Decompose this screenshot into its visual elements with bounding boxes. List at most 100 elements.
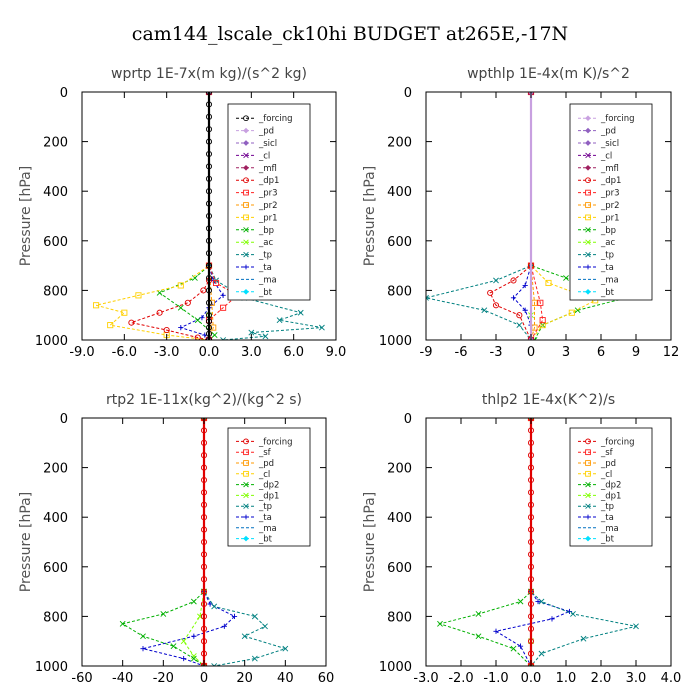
chart-panel-4: thlp2 1E-4x(K^2)/s Pressure [hPa] -3.0 -2.0… — [362, 392, 681, 686]
legend-label: _sicl — [258, 139, 277, 149]
legend-label: _ac — [600, 238, 615, 248]
y-tick-label: 1000 — [379, 660, 412, 675]
series-point — [262, 333, 269, 340]
x-tick-label: 3 — [562, 345, 570, 360]
series-point — [538, 598, 545, 605]
legend-marker — [585, 514, 591, 520]
series-point — [251, 613, 258, 620]
chart-panel-2: wpthlp 1E-4x(m K)/s^2 Pressure [hPa] -9 -6 -… — [362, 66, 679, 360]
legend-label: _cl — [600, 151, 612, 161]
x-tick-label: -40 — [112, 671, 133, 686]
y-tick-label: 200 — [43, 136, 68, 151]
series-point — [251, 655, 258, 662]
series-point — [528, 92, 534, 95]
x-tick-label: 3.0 — [241, 345, 262, 360]
series-point — [180, 638, 187, 645]
legend-label: _tp — [258, 251, 272, 261]
legend-marker — [243, 152, 249, 159]
legend-label: _pr3 — [258, 189, 278, 199]
series-point — [426, 294, 429, 301]
legend-marker — [585, 214, 591, 221]
y-tick-label: 0 — [404, 86, 412, 101]
y-axis-label: Pressure [hPa] — [18, 492, 34, 592]
series-point — [210, 324, 217, 331]
x-tick-label: -3.0 — [413, 671, 438, 686]
legend-marker — [243, 481, 249, 488]
legend-label: _ma — [600, 275, 619, 285]
series-point — [190, 655, 197, 662]
y-tick-label: 400 — [387, 185, 412, 200]
legend-label: _ta — [600, 263, 614, 273]
series-point — [178, 325, 184, 331]
x-tick-label: 3.0 — [626, 671, 647, 686]
x-tick-label: -6 — [455, 345, 468, 360]
y-tick-label: 600 — [43, 561, 68, 576]
legend-marker — [243, 503, 249, 509]
series-point — [163, 327, 170, 334]
legend-marker — [243, 460, 249, 466]
legend-label: _ma — [258, 524, 277, 534]
legend-marker — [585, 202, 591, 208]
legend-marker — [243, 140, 249, 146]
y-tick-label: 1000 — [35, 660, 68, 675]
y-tick-label: 800 — [43, 284, 68, 299]
series-line — [494, 418, 571, 666]
series-point — [528, 337, 534, 340]
y-axis-label: Pressure [hPa] — [362, 166, 378, 266]
x-tick-label: 9 — [632, 345, 640, 360]
legend-marker — [243, 288, 249, 295]
plot-frame — [425, 417, 672, 667]
legend-marker — [585, 115, 591, 122]
series-point — [481, 307, 488, 314]
panel-title: wprtp 1E-7x(m kg)/(s^2 kg) — [111, 66, 307, 82]
series-point — [119, 620, 126, 627]
series-point — [184, 299, 191, 306]
series-line — [512, 92, 532, 340]
y-tick-label: 0 — [60, 412, 68, 427]
legend-marker — [243, 214, 249, 221]
y-tick-label: 400 — [43, 185, 68, 200]
series-point — [177, 304, 184, 311]
series-point — [538, 650, 545, 657]
x-tick-label: 6.0 — [283, 345, 304, 360]
series-point — [539, 317, 546, 324]
y-tick-label: 200 — [387, 136, 412, 151]
legend-marker — [585, 177, 591, 184]
x-tick-label: 20 — [236, 671, 253, 686]
x-tick-label: 60 — [318, 671, 335, 686]
series-point — [563, 275, 569, 281]
series-point — [549, 616, 555, 622]
legend-label: _dp1 — [258, 176, 279, 186]
plot-frame — [425, 91, 672, 341]
y-tick-label: 600 — [387, 235, 412, 250]
legend-label: _forcing — [258, 114, 293, 124]
figure-title: cam144_lscale_ck10hi BUDGET at265E,-17N — [132, 23, 568, 45]
legend-label: _sicl — [600, 139, 619, 149]
series-point — [93, 302, 100, 309]
panel-title: rtp2 1E-11x(kg^2)/(kg^2 s) — [106, 392, 302, 408]
series-point — [191, 275, 198, 281]
y-tick-label: 200 — [387, 462, 412, 477]
legend-marker — [243, 514, 249, 520]
series-point — [241, 633, 248, 640]
series-point — [568, 309, 575, 316]
x-tick-label: -1.0 — [483, 671, 508, 686]
legend-label: _pd — [258, 459, 274, 469]
series-point — [135, 292, 142, 299]
series-line — [530, 92, 597, 340]
y-tick-label: 800 — [387, 610, 412, 625]
series-point — [493, 277, 499, 284]
legend-marker — [585, 438, 591, 445]
legend-label: _bt — [600, 535, 615, 545]
legend-label: _tp — [600, 502, 614, 512]
series-point — [248, 329, 255, 336]
legend-label: _sf — [600, 448, 614, 458]
y-tick-label: 400 — [387, 511, 412, 526]
legend-marker — [585, 164, 591, 171]
x-tick-label: -6.0 — [112, 345, 137, 360]
y-axis-label: Pressure [hPa] — [18, 166, 34, 266]
legend-marker — [243, 227, 249, 233]
series-point — [262, 623, 268, 630]
series-point — [220, 292, 226, 298]
